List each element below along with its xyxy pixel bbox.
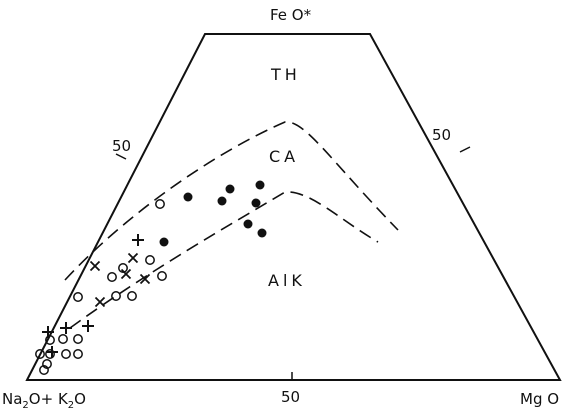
open-circle-point	[157, 271, 167, 281]
filled-circle-point	[183, 192, 193, 202]
cross-point	[89, 260, 101, 272]
open-circle-point	[107, 272, 117, 282]
upper-boundary-curve	[64, 121, 399, 281]
open-circle-point	[58, 334, 68, 344]
open-circle-point	[145, 255, 155, 265]
open-circle-point	[73, 334, 83, 344]
alkali-end: O	[74, 390, 86, 408]
tick-label-bottom: 50	[281, 388, 300, 406]
filled-circle-point	[217, 196, 227, 206]
tick-left-mark	[115, 153, 127, 160]
cross-point	[120, 268, 132, 280]
open-circle-point	[39, 365, 49, 375]
open-circle-point	[73, 292, 83, 302]
plus-point	[46, 346, 58, 358]
field-label-th: TH	[270, 65, 301, 84]
open-circle-point	[127, 291, 137, 301]
filled-circle-point	[255, 180, 265, 190]
plus-point	[60, 322, 72, 334]
alkali-sub-2: 2	[68, 400, 74, 411]
field-label-ca: CA	[269, 147, 299, 166]
open-circle-point	[35, 349, 45, 359]
sample-points	[35, 180, 267, 375]
filled-circle-point	[251, 198, 261, 208]
filled-circle-point	[225, 184, 235, 194]
tick-right-mark	[459, 146, 471, 153]
alkali-mid: O+ K	[29, 390, 69, 408]
triangle-frame	[25, 33, 562, 381]
alkali-na: Na	[2, 390, 22, 408]
open-circle-point	[45, 335, 55, 345]
open-circle-point	[155, 199, 165, 209]
field-label-alk: AlK	[268, 271, 306, 290]
corner-label-alkali: Na2O+ K2O	[2, 390, 86, 411]
open-circle-point	[42, 359, 52, 369]
plus-point	[132, 234, 144, 246]
open-circle-point	[111, 291, 121, 301]
tick-label-left: 50	[112, 137, 131, 155]
lower-boundary-curve	[69, 191, 379, 329]
cross-point	[94, 296, 106, 308]
open-circle-point	[73, 349, 83, 359]
alkali-sub-1: 2	[22, 400, 28, 411]
plus-point	[42, 326, 54, 338]
open-circle-point	[61, 349, 71, 359]
corner-label-mgo: Mg O	[520, 390, 559, 408]
cross-point	[139, 273, 151, 285]
filled-circle-point	[159, 237, 169, 247]
plus-point	[82, 320, 94, 332]
filled-circle-point	[257, 228, 267, 238]
filled-circle-point	[243, 219, 253, 229]
cross-point	[127, 252, 139, 264]
tick-label-right: 50	[432, 126, 451, 144]
open-circle-point	[45, 349, 55, 359]
apex-label-feo: Fe O*	[270, 6, 312, 24]
